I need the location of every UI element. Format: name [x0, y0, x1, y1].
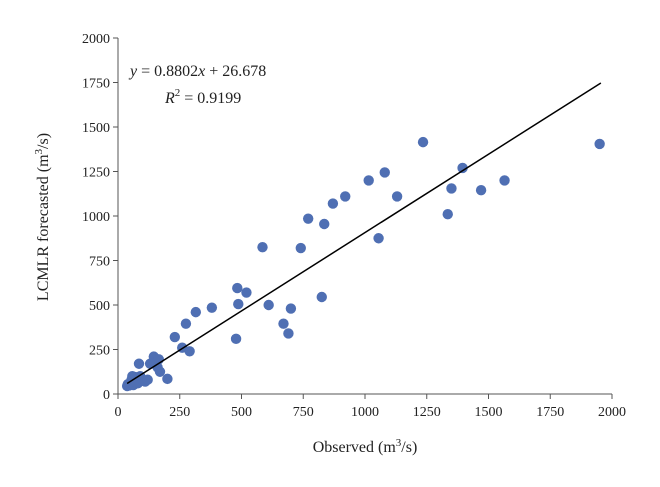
- y-tick-label: 750: [89, 255, 110, 270]
- data-point: [594, 138, 605, 150]
- data-point: [184, 346, 195, 357]
- data-point: [285, 303, 297, 314]
- data-point: [340, 191, 351, 202]
- data-point: [230, 333, 242, 345]
- data-point: [442, 209, 453, 220]
- data-point: [154, 366, 166, 377]
- x-tick-label: 1500: [475, 405, 503, 420]
- y-tick-label: 1500: [82, 121, 110, 136]
- x-tick-label: 1000: [351, 405, 379, 420]
- equation-slope: = 0.8802: [137, 63, 198, 80]
- data-point: [169, 331, 181, 343]
- x-axis-ticks: 0 250 500 750 1000 1250 1500 1750 2000: [115, 394, 626, 420]
- y-axis-title: LCMLR forecasted (m3/s): [33, 133, 52, 301]
- y-tick-label: 250: [89, 344, 110, 359]
- x-tick-label: 1250: [413, 405, 441, 420]
- data-point: [263, 299, 274, 311]
- data-point: [257, 241, 268, 253]
- x-tick-label: 750: [293, 405, 314, 420]
- data-point: [180, 318, 192, 329]
- y-tick-label: 0: [103, 388, 110, 403]
- data-point: [319, 218, 330, 230]
- r-squared-sup: 2: [175, 87, 181, 99]
- r-squared-label: R2 = 0.9199: [164, 87, 241, 107]
- data-point: [302, 213, 314, 224]
- y-axis-ticks: 0 250 500 750 1000 1250 1500 1750 2000: [82, 32, 118, 403]
- data-point: [475, 184, 487, 196]
- data-point: [233, 298, 244, 310]
- data-point: [241, 287, 252, 298]
- data-point: [499, 175, 510, 186]
- data-point: [446, 183, 457, 194]
- x-tick-label: 2000: [598, 405, 626, 420]
- data-point: [316, 291, 327, 303]
- x-tick-label: 1750: [536, 405, 564, 420]
- data-point: [457, 162, 468, 174]
- y-tick-label: 1000: [82, 210, 110, 225]
- y-tick-label: 500: [89, 299, 110, 314]
- y-axis-title-main: LCMLR forecasted (m: [35, 154, 52, 301]
- data-point: [363, 175, 374, 186]
- x-axis-title-sup: 3: [396, 437, 402, 449]
- equation-x-var: x: [197, 63, 205, 80]
- x-axis-title: Observed (m3/s): [313, 437, 418, 456]
- data-point: [206, 302, 218, 313]
- y-axis-title-tail: /s): [35, 133, 52, 149]
- equation-y-var: y: [128, 63, 138, 80]
- data-point: [417, 136, 429, 148]
- data-point: [190, 306, 202, 318]
- data-points: [121, 136, 605, 392]
- x-tick-label: 0: [115, 405, 122, 420]
- r-squared-value: = 0.9199: [180, 90, 241, 107]
- regression-line: [126, 82, 602, 385]
- data-point: [373, 233, 384, 244]
- r-squared-r: R: [164, 90, 175, 107]
- x-axis-title-tail: /s): [401, 439, 417, 456]
- data-point: [283, 328, 294, 339]
- x-axis-title-main: Observed (m: [313, 439, 397, 456]
- data-point: [391, 191, 403, 202]
- data-point: [133, 358, 145, 369]
- x-tick-label: 500: [231, 405, 252, 420]
- equation-intercept: + 26.678: [205, 63, 266, 80]
- x-tick-label: 250: [169, 405, 190, 420]
- data-point: [278, 318, 289, 329]
- data-point: [142, 374, 153, 385]
- y-tick-label: 1750: [82, 77, 110, 92]
- data-point: [327, 198, 339, 209]
- data-point: [162, 373, 173, 385]
- data-point: [379, 167, 390, 178]
- regression-equation: y = 0.8802x + 26.678: [128, 63, 266, 80]
- y-tick-label: 1250: [82, 166, 110, 181]
- data-point: [232, 282, 243, 294]
- y-tick-label: 2000: [82, 32, 110, 47]
- data-point: [295, 242, 306, 254]
- y-axis-title-sup: 3: [33, 148, 45, 154]
